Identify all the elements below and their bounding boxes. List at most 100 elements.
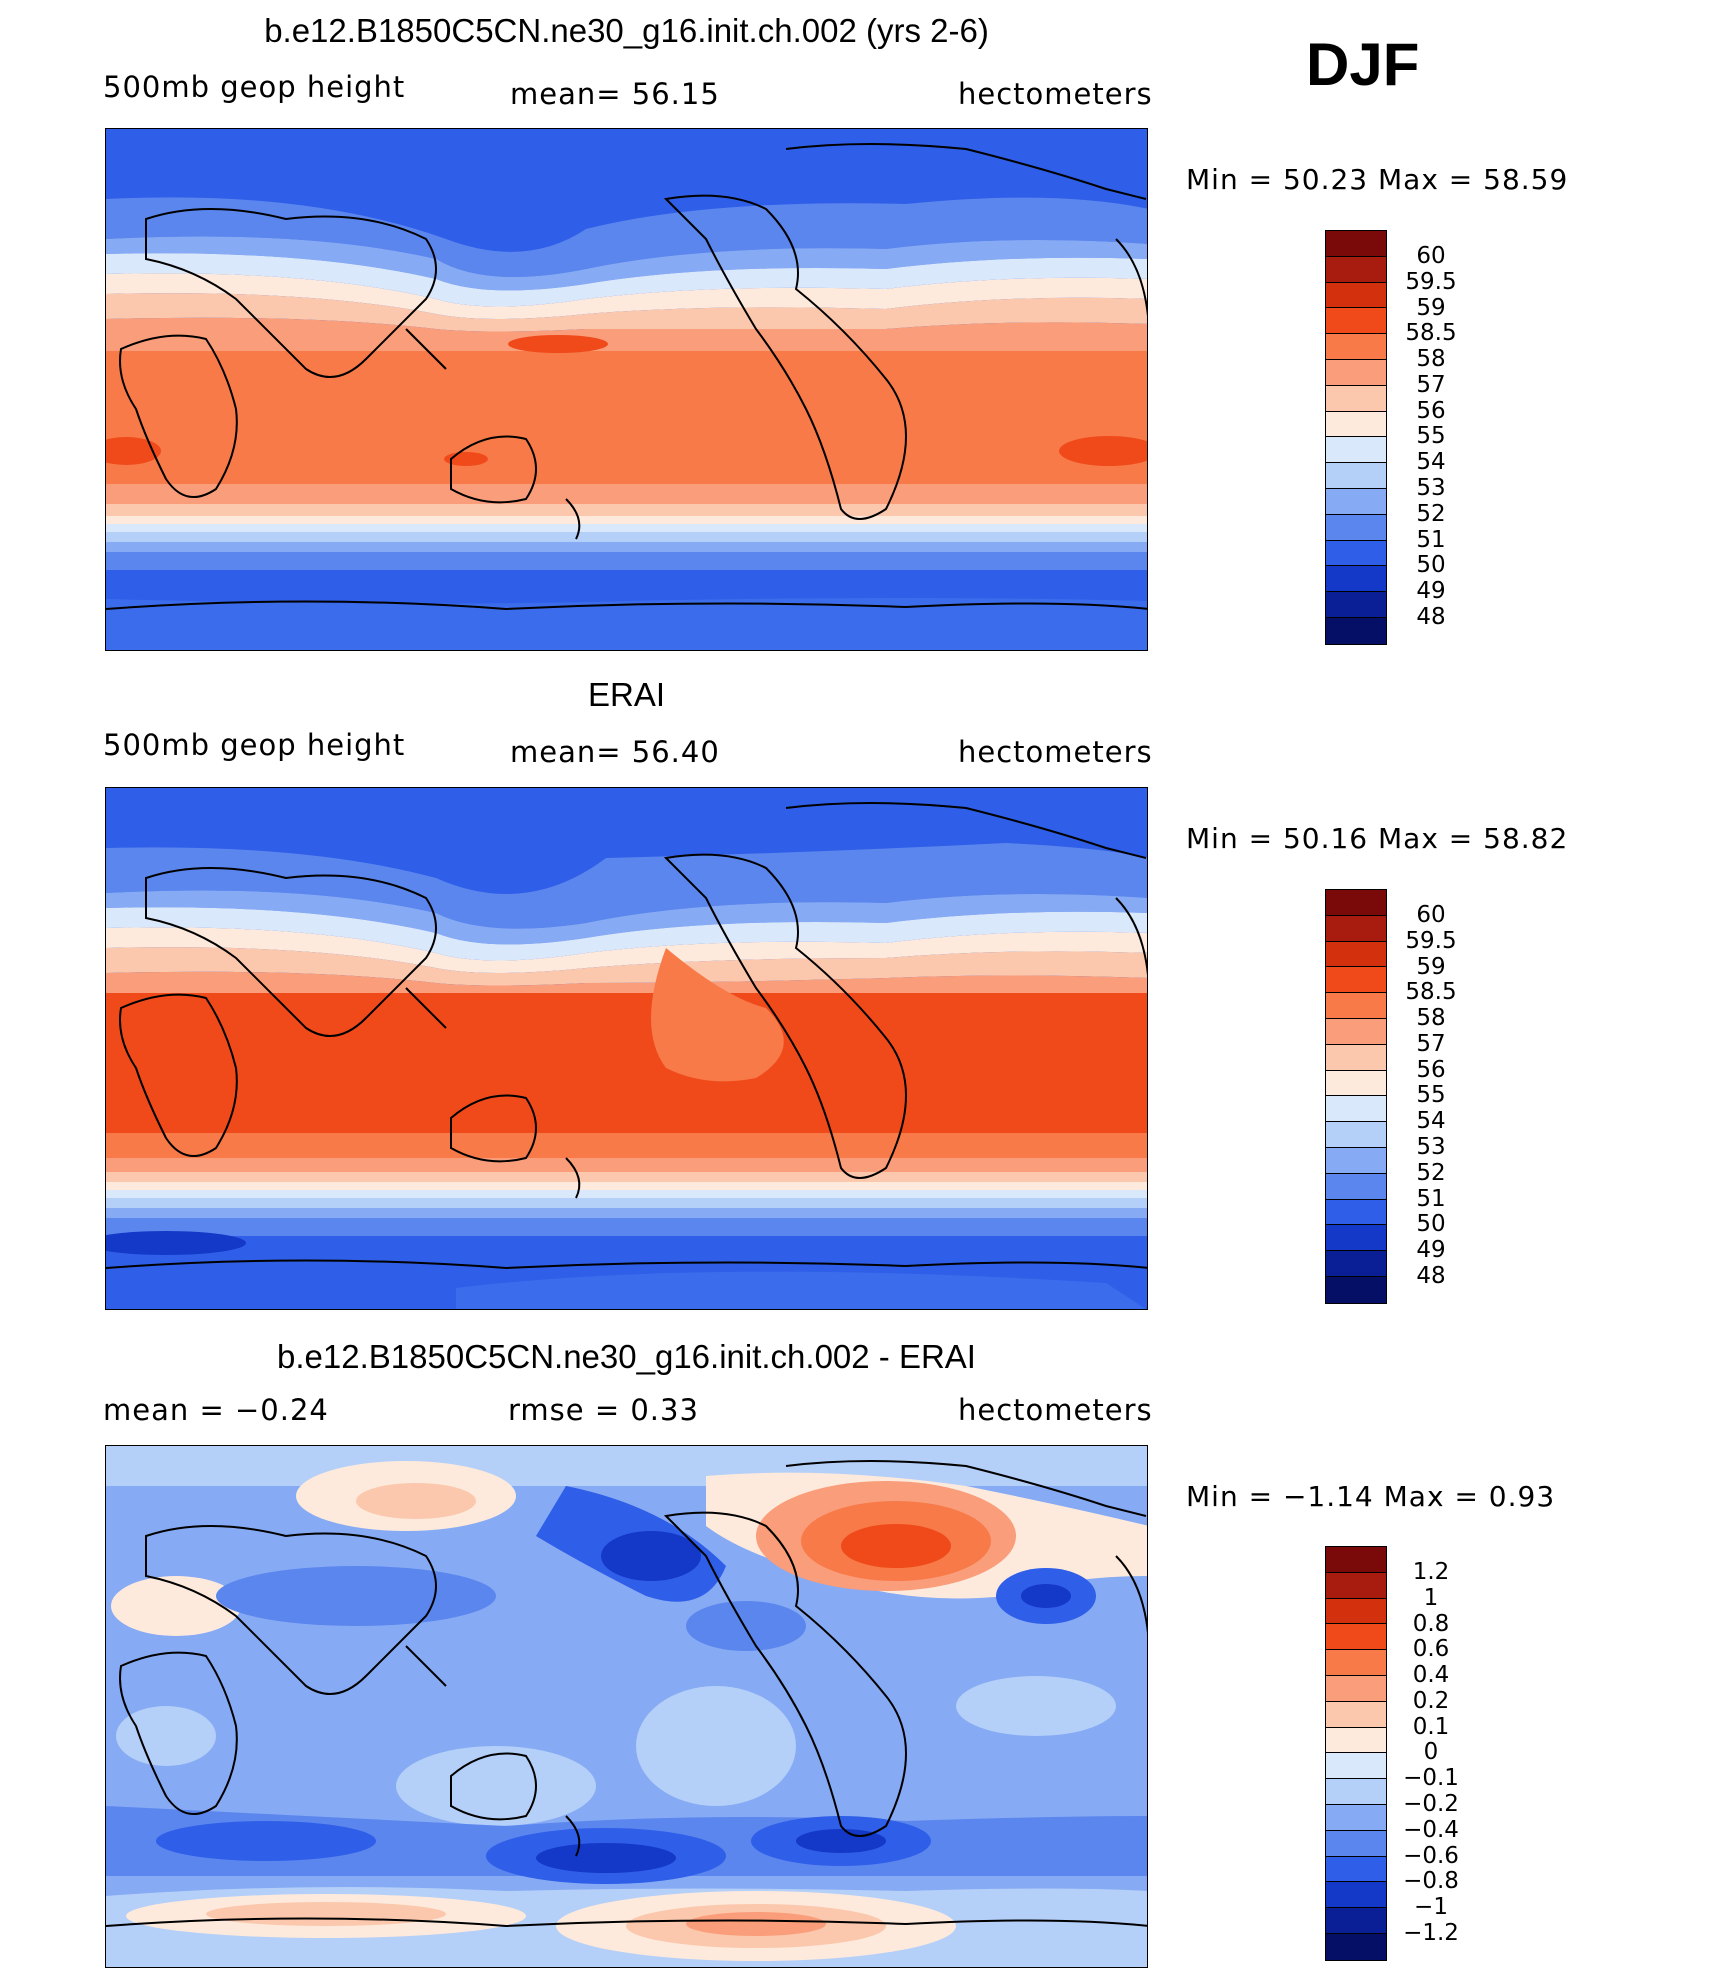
obs-map-svg — [106, 788, 1147, 1309]
colorbar-swatch — [1326, 308, 1386, 335]
colorbar-label: 56 — [1416, 1057, 1446, 1083]
panel3-title: b.e12.B1850C5CN.ne30_g16.init.ch.002 - E… — [277, 1338, 976, 1375]
colorbar-swatch — [1326, 359, 1386, 386]
colorbar-label: 57 — [1416, 372, 1446, 398]
colorbar-label: 51 — [1416, 1186, 1446, 1212]
colorbar-swatch — [1326, 1779, 1386, 1805]
colorbar-label: 54 — [1416, 449, 1446, 475]
colorbar-label: 57 — [1416, 1031, 1446, 1057]
panel2-units: hectometers — [958, 735, 1153, 769]
panel3-minmax: Min = −1.14 Max = 0.93 — [1186, 1480, 1556, 1513]
colorbar-label: 54 — [1416, 1108, 1446, 1134]
panel2-left-text: 500mb geop height — [103, 728, 406, 762]
colorbar-label: 49 — [1416, 1237, 1446, 1263]
colorbar-label: 58 — [1416, 1005, 1446, 1031]
panel2-title: ERAI — [587, 676, 666, 713]
colorbar-label: 0 — [1423, 1739, 1439, 1765]
colorbar-swatch — [1326, 941, 1386, 968]
colorbar-label: 59.5 — [1405, 928, 1457, 954]
colorbar-swatch — [1326, 463, 1386, 489]
colorbar-label: 52 — [1416, 501, 1446, 527]
colorbar-label: −0.4 — [1403, 1817, 1459, 1843]
colorbar-swatch — [1326, 915, 1386, 942]
colorbar-label: 50 — [1416, 1211, 1446, 1237]
colorbar-label: 48 — [1416, 604, 1446, 630]
colorbar-label: −0.2 — [1403, 1791, 1459, 1817]
colorbar-label: −1.2 — [1403, 1920, 1459, 1946]
colorbar-swatch — [1326, 1856, 1386, 1883]
panel1-mean: mean= 56.15 — [510, 77, 720, 111]
colorbar-label: 59.5 — [1405, 269, 1457, 295]
colorbar-label: −0.1 — [1403, 1765, 1459, 1791]
colorbar-label: 48 — [1416, 1263, 1446, 1289]
colorbar-label: 50 — [1416, 552, 1446, 578]
colorbar-label: 51 — [1416, 527, 1446, 553]
colorbar-swatch — [1326, 1276, 1386, 1303]
colorbar-swatch — [1326, 1804, 1386, 1831]
colorbar-swatch — [1326, 890, 1386, 916]
season-label: DJF — [1306, 31, 1420, 98]
colorbar-swatch — [1326, 488, 1386, 515]
colorbar-swatch — [1326, 1547, 1386, 1573]
colorbar-label: 60 — [1416, 902, 1446, 928]
panel2-colorbar — [1325, 889, 1387, 1304]
colorbar-label: 58.5 — [1405, 320, 1457, 346]
colorbar-label: 0.1 — [1412, 1714, 1450, 1740]
colorbar-swatch — [1326, 1044, 1386, 1071]
colorbar-label: −0.8 — [1403, 1868, 1459, 1894]
colorbar-label: 0.6 — [1412, 1636, 1450, 1662]
model-map-svg — [106, 129, 1147, 650]
colorbar-swatch — [1326, 411, 1386, 438]
colorbar-swatch — [1326, 1701, 1386, 1728]
colorbar-label: 1.2 — [1412, 1559, 1450, 1585]
colorbar-swatch — [1326, 1225, 1386, 1252]
diff-map-svg — [106, 1446, 1147, 1967]
colorbar-swatch — [1326, 1572, 1386, 1599]
colorbar-swatch — [1326, 592, 1386, 618]
colorbar-label: −1 — [1414, 1894, 1448, 1920]
colorbar-label: 52 — [1416, 1160, 1446, 1186]
colorbar-label: 0.8 — [1412, 1611, 1450, 1637]
colorbar-swatch — [1326, 1624, 1386, 1651]
colorbar-swatch — [1326, 514, 1386, 541]
panel1-left-text: 500mb geop height — [103, 70, 406, 104]
colorbar-swatch — [1326, 566, 1386, 593]
colorbar-label: 49 — [1416, 578, 1446, 604]
colorbar-swatch — [1326, 967, 1386, 994]
colorbar-label: 59 — [1416, 954, 1446, 980]
colorbar-swatch — [1326, 385, 1386, 412]
colorbar-label: −0.6 — [1403, 1843, 1459, 1869]
colorbar-label: 53 — [1416, 475, 1446, 501]
colorbar-swatch — [1326, 1598, 1386, 1625]
colorbar-swatch — [1326, 256, 1386, 283]
panel1-title: b.e12.B1850C5CN.ne30_g16.init.ch.002 (yr… — [264, 12, 989, 49]
panel3-rmse: rmse = 0.33 — [508, 1393, 699, 1427]
panel1-units: hectometers — [958, 77, 1153, 111]
panel1-minmax: Min = 50.23 Max = 58.59 — [1186, 163, 1569, 196]
colorbar-swatch — [1326, 1727, 1386, 1754]
colorbar-swatch — [1326, 1199, 1386, 1226]
model-map — [105, 128, 1148, 651]
colorbar-swatch — [1326, 1650, 1386, 1676]
colorbar-label: 55 — [1416, 423, 1446, 449]
colorbar-swatch — [1326, 1122, 1386, 1148]
colorbar-swatch — [1326, 334, 1386, 360]
panel2-minmax: Min = 50.16 Max = 58.82 — [1186, 822, 1569, 855]
colorbar-label: 59 — [1416, 295, 1446, 321]
colorbar-label: 56 — [1416, 398, 1446, 424]
colorbar-label: 1 — [1423, 1585, 1439, 1611]
colorbar-label: 0.2 — [1412, 1688, 1450, 1714]
colorbar-swatch — [1326, 437, 1386, 464]
colorbar-swatch — [1326, 1675, 1386, 1702]
colorbar-swatch — [1326, 1018, 1386, 1045]
colorbar-swatch — [1326, 1070, 1386, 1097]
colorbar-swatch — [1326, 1908, 1386, 1934]
colorbar-label: 0.4 — [1412, 1662, 1450, 1688]
panel3-mean: mean = −0.24 — [103, 1393, 329, 1427]
colorbar-swatch — [1326, 540, 1386, 567]
diff-map — [105, 1445, 1148, 1968]
colorbar-swatch — [1326, 1096, 1386, 1123]
colorbar-swatch — [1326, 1173, 1386, 1200]
colorbar-swatch — [1326, 231, 1386, 257]
panel3-units: hectometers — [958, 1393, 1153, 1427]
